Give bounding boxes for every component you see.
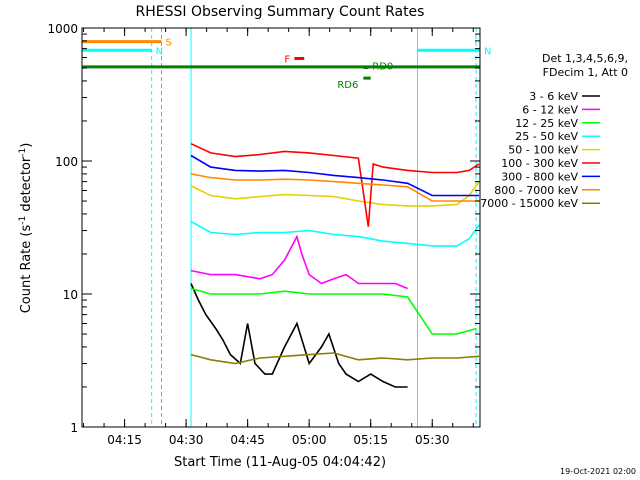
footer-timestamp: 19-Oct-2021 02:00 — [560, 467, 636, 476]
plot-area — [81, 27, 481, 428]
series-line — [190, 181, 480, 207]
state-bar-label: N — [484, 46, 491, 57]
legend-entry: 12 - 25 keV — [515, 117, 578, 130]
x-tick-label: 05:30 — [415, 433, 450, 447]
series-line — [190, 220, 480, 247]
series-line — [190, 234, 408, 290]
legend-entry: 3 - 6 keV — [529, 90, 578, 103]
y-tick-label: 100 — [55, 155, 78, 169]
x-tick-label: 04:15 — [107, 433, 142, 447]
legend-entry: 50 - 100 keV — [508, 144, 578, 157]
state-bar-label: RD6 — [337, 80, 358, 91]
legend-entry: 6 - 12 keV — [522, 103, 578, 116]
x-tick-label: 04:30 — [169, 433, 204, 447]
x-tick-label: 04:45 — [230, 433, 265, 447]
state-bar-label: N — [156, 46, 163, 57]
legend-entry: 25 - 50 keV — [515, 130, 578, 143]
x-tick-label: 05:00 — [292, 433, 327, 447]
series-line — [190, 142, 480, 227]
legend-header: FDecim 1, Att 0 — [543, 66, 628, 79]
x-axis-label: Start Time (11-Aug-05 04:04:42) — [174, 455, 386, 470]
y-tick-label: 1 — [70, 421, 78, 435]
series-line — [190, 154, 479, 197]
x-tick-label: 05:15 — [353, 433, 388, 447]
legend: Det 1,3,4,5,6,9, FDecim 1, Att 0 3 - 6 k… — [480, 52, 628, 210]
series-line — [190, 352, 480, 365]
legend-entry: 100 - 300 keV — [501, 157, 578, 170]
y-tick-label: 1000 — [47, 22, 78, 36]
legend-entry: 800 - 7000 keV — [494, 184, 578, 197]
state-bar-label: S — [166, 38, 172, 49]
series-line — [190, 173, 479, 202]
axis-ticks: 04:15 04:30 04:45 05:00 05:15 05:30 1 10 100 1000 — [47, 22, 480, 447]
series-line — [190, 287, 477, 335]
plot-lines — [81, 28, 477, 427]
legend-header: Det 1,3,4,5,6,9, — [542, 52, 628, 65]
y-tick-label: 10 — [63, 288, 78, 302]
legend-entry: 300 - 800 keV — [501, 170, 578, 183]
legend-entry: 7000 - 15000 keV — [480, 197, 578, 210]
state-bar-label: RD0 — [372, 61, 393, 72]
series-line — [190, 283, 408, 388]
series-group — [190, 142, 480, 388]
state-bar-label: F — [284, 54, 290, 65]
y-axis-label: Count Rate (s-1 detector-1) — [18, 143, 34, 314]
chart-title: RHESSI Observing Summary Count Rates — [136, 4, 425, 20]
